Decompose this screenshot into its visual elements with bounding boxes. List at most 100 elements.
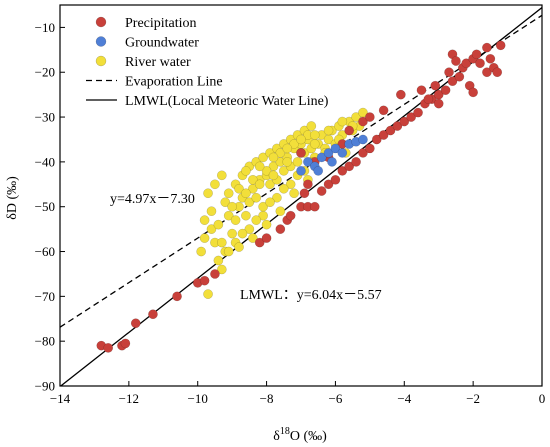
data-point: [413, 107, 423, 118]
data-point: [254, 161, 265, 172]
data-point: [299, 188, 310, 199]
legend-marker-groundwater: [95, 36, 107, 47]
data-point: [199, 215, 210, 226]
data-point: [337, 165, 348, 176]
data-point: [309, 130, 320, 140]
data-point: [482, 42, 492, 53]
data-point: [258, 210, 268, 221]
data-point: [210, 179, 220, 190]
series-groundwater: [296, 134, 368, 176]
data-point: [395, 89, 406, 100]
data-point: [234, 242, 244, 252]
data-point: [285, 179, 296, 190]
data-point: [406, 112, 417, 122]
data-point: [316, 186, 327, 196]
data-point: [206, 206, 217, 217]
data-point: [447, 76, 458, 87]
data-point: [120, 338, 131, 349]
data-point: [223, 188, 234, 199]
data-point: [247, 174, 258, 185]
data-point: [275, 224, 286, 234]
data-point: [230, 215, 241, 226]
data-point: [251, 215, 262, 226]
data-point: [454, 71, 465, 82]
data-point: [303, 157, 313, 167]
data-point: [103, 343, 114, 353]
data-point: [148, 309, 158, 320]
data-point: [275, 148, 286, 158]
data-point: [358, 134, 368, 145]
data-point: [244, 197, 255, 208]
data-point: [323, 179, 334, 190]
data-point: [227, 201, 237, 212]
data-point: [289, 139, 299, 149]
legend-label: Precipitation: [125, 16, 197, 31]
data-point: [172, 291, 182, 302]
y-tick-label: −50: [35, 199, 55, 214]
data-point: [296, 134, 306, 145]
data-point: [433, 98, 444, 109]
data-point: [247, 233, 258, 243]
y-tick-label: −10: [35, 20, 55, 35]
y-tick-label: −20: [35, 65, 55, 80]
legend-label: Groundwater: [125, 36, 199, 51]
data-point: [303, 179, 313, 190]
data-point: [278, 183, 289, 194]
data-point: [254, 237, 265, 248]
data-points: [96, 40, 506, 353]
data-point: [216, 237, 227, 248]
data-point: [399, 116, 410, 127]
data-point: [358, 116, 368, 127]
data-point: [309, 201, 320, 212]
data-point: [485, 53, 496, 64]
data-point: [495, 40, 506, 51]
data-point: [196, 246, 207, 257]
data-point: [220, 197, 231, 208]
data-point: [261, 233, 272, 243]
data-point: [461, 58, 472, 69]
y-tick-label: −70: [35, 289, 55, 304]
data-point: [482, 67, 492, 78]
data-point: [278, 165, 289, 176]
data-point: [268, 170, 279, 181]
data-point: [351, 112, 361, 122]
data-point: [203, 289, 213, 299]
data-point: [330, 174, 341, 185]
data-point: [289, 188, 299, 199]
data-point: [234, 183, 244, 194]
legend-marker-precipitation: [95, 16, 107, 28]
data-point: [244, 224, 255, 234]
data-point: [268, 152, 279, 163]
data-point: [471, 49, 482, 60]
data-point: [327, 157, 337, 167]
legend-label: Evaporation Line: [125, 75, 223, 90]
data-point: [430, 80, 441, 91]
data-point: [358, 148, 368, 158]
data-point: [296, 165, 306, 176]
data-point: [199, 275, 210, 286]
data-point: [282, 157, 293, 167]
data-point: [206, 224, 217, 234]
data-point: [423, 94, 434, 104]
data-point: [392, 121, 403, 131]
data-point: [261, 165, 272, 176]
data-point: [203, 188, 213, 199]
data-point: [210, 269, 220, 279]
data-point: [237, 228, 248, 239]
legend-label: LMWL(Local Meteoric Water Line): [125, 94, 329, 109]
data-point: [251, 192, 262, 203]
data-point: [241, 210, 251, 221]
x-tick-label: 0: [539, 391, 546, 406]
data-point: [223, 210, 234, 221]
data-point: [296, 148, 306, 158]
x-tick-label: −8: [260, 391, 274, 406]
data-point: [216, 264, 227, 275]
y-axis-title: δD (‰): [5, 176, 20, 220]
axis-ticks: −14 −12 −10 −8 −6 −4 −2 0−90−80−70−60−50−40−30−…: [35, 20, 546, 406]
plot-frame: [59, 4, 543, 387]
x-tick-label: −12: [119, 391, 139, 406]
data-point: [444, 67, 454, 78]
data-point: [344, 125, 355, 136]
evaporation-line: [60, 14, 542, 328]
